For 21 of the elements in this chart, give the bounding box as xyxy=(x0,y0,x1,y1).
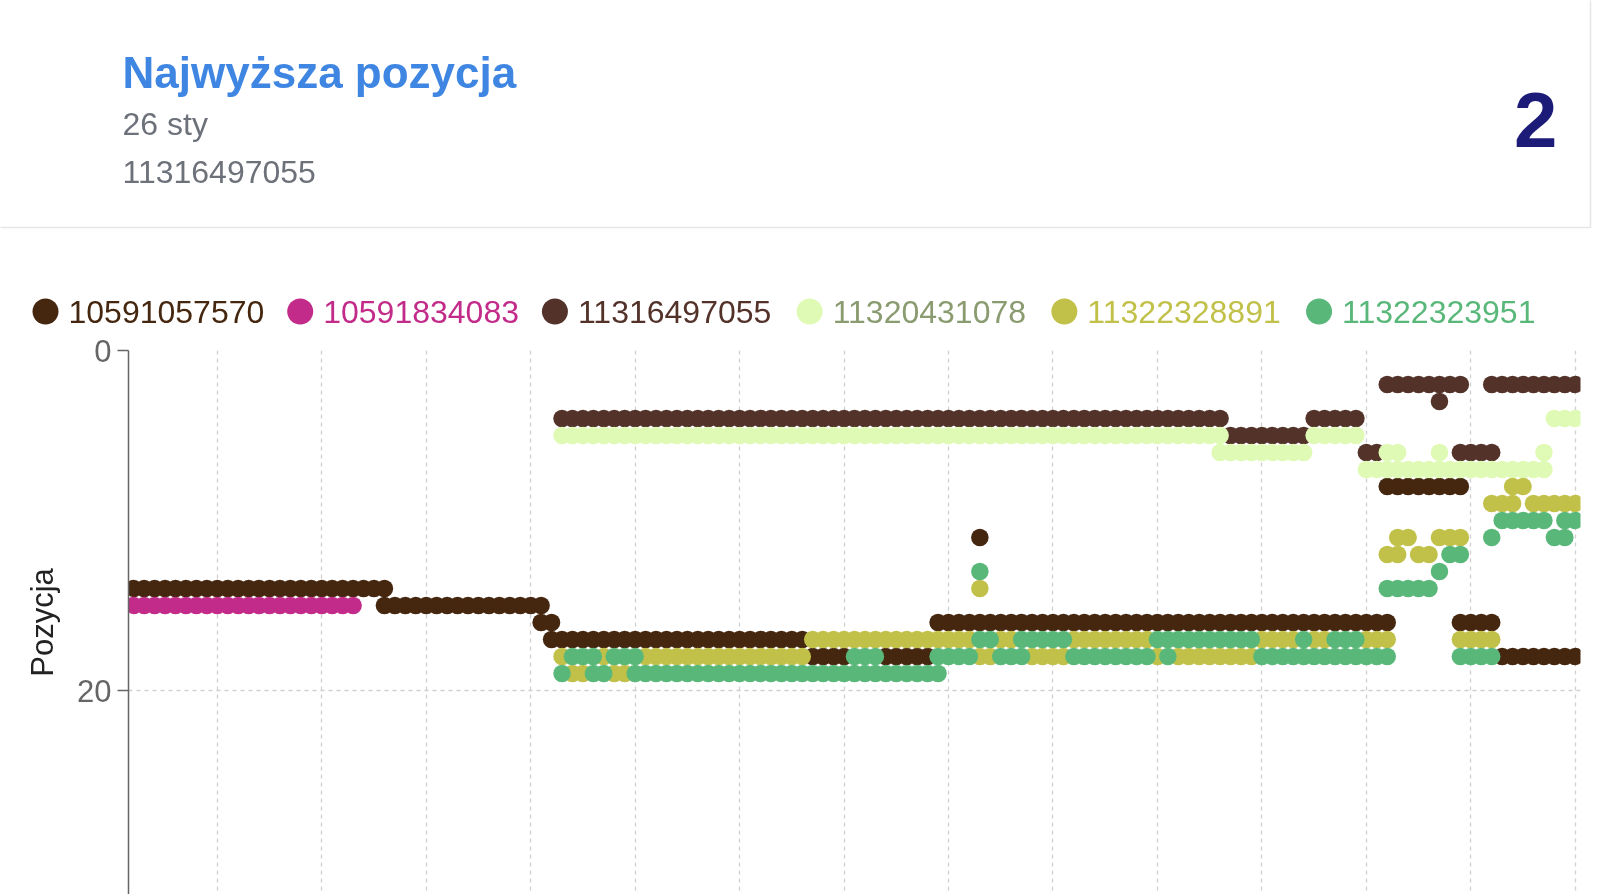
text: 2 xyxy=(1514,75,1558,164)
point xyxy=(1430,443,1449,462)
point xyxy=(971,562,989,581)
legend-label: 10591834083 xyxy=(323,293,519,330)
legend-label: 10591057570 xyxy=(68,293,265,330)
text: Najwyższa pozycja xyxy=(122,48,517,97)
point xyxy=(971,528,989,547)
point xyxy=(1535,443,1553,462)
point xyxy=(971,579,989,598)
text: 11316497055 xyxy=(122,153,316,190)
text: 26 sty xyxy=(122,105,208,142)
legend-label: 11322323951 xyxy=(1342,293,1536,330)
point xyxy=(1482,528,1501,547)
point xyxy=(1430,392,1449,411)
y-tick-label: 0 xyxy=(94,333,112,369)
point xyxy=(1159,647,1177,666)
legend-label: 11322328891 xyxy=(1087,293,1281,330)
y-tick-label: 20 xyxy=(77,673,112,709)
y-axis-title: Pozycja xyxy=(25,567,61,677)
legend-label: 11320431078 xyxy=(832,293,1027,330)
legend-label: 11316497055 xyxy=(577,293,772,330)
